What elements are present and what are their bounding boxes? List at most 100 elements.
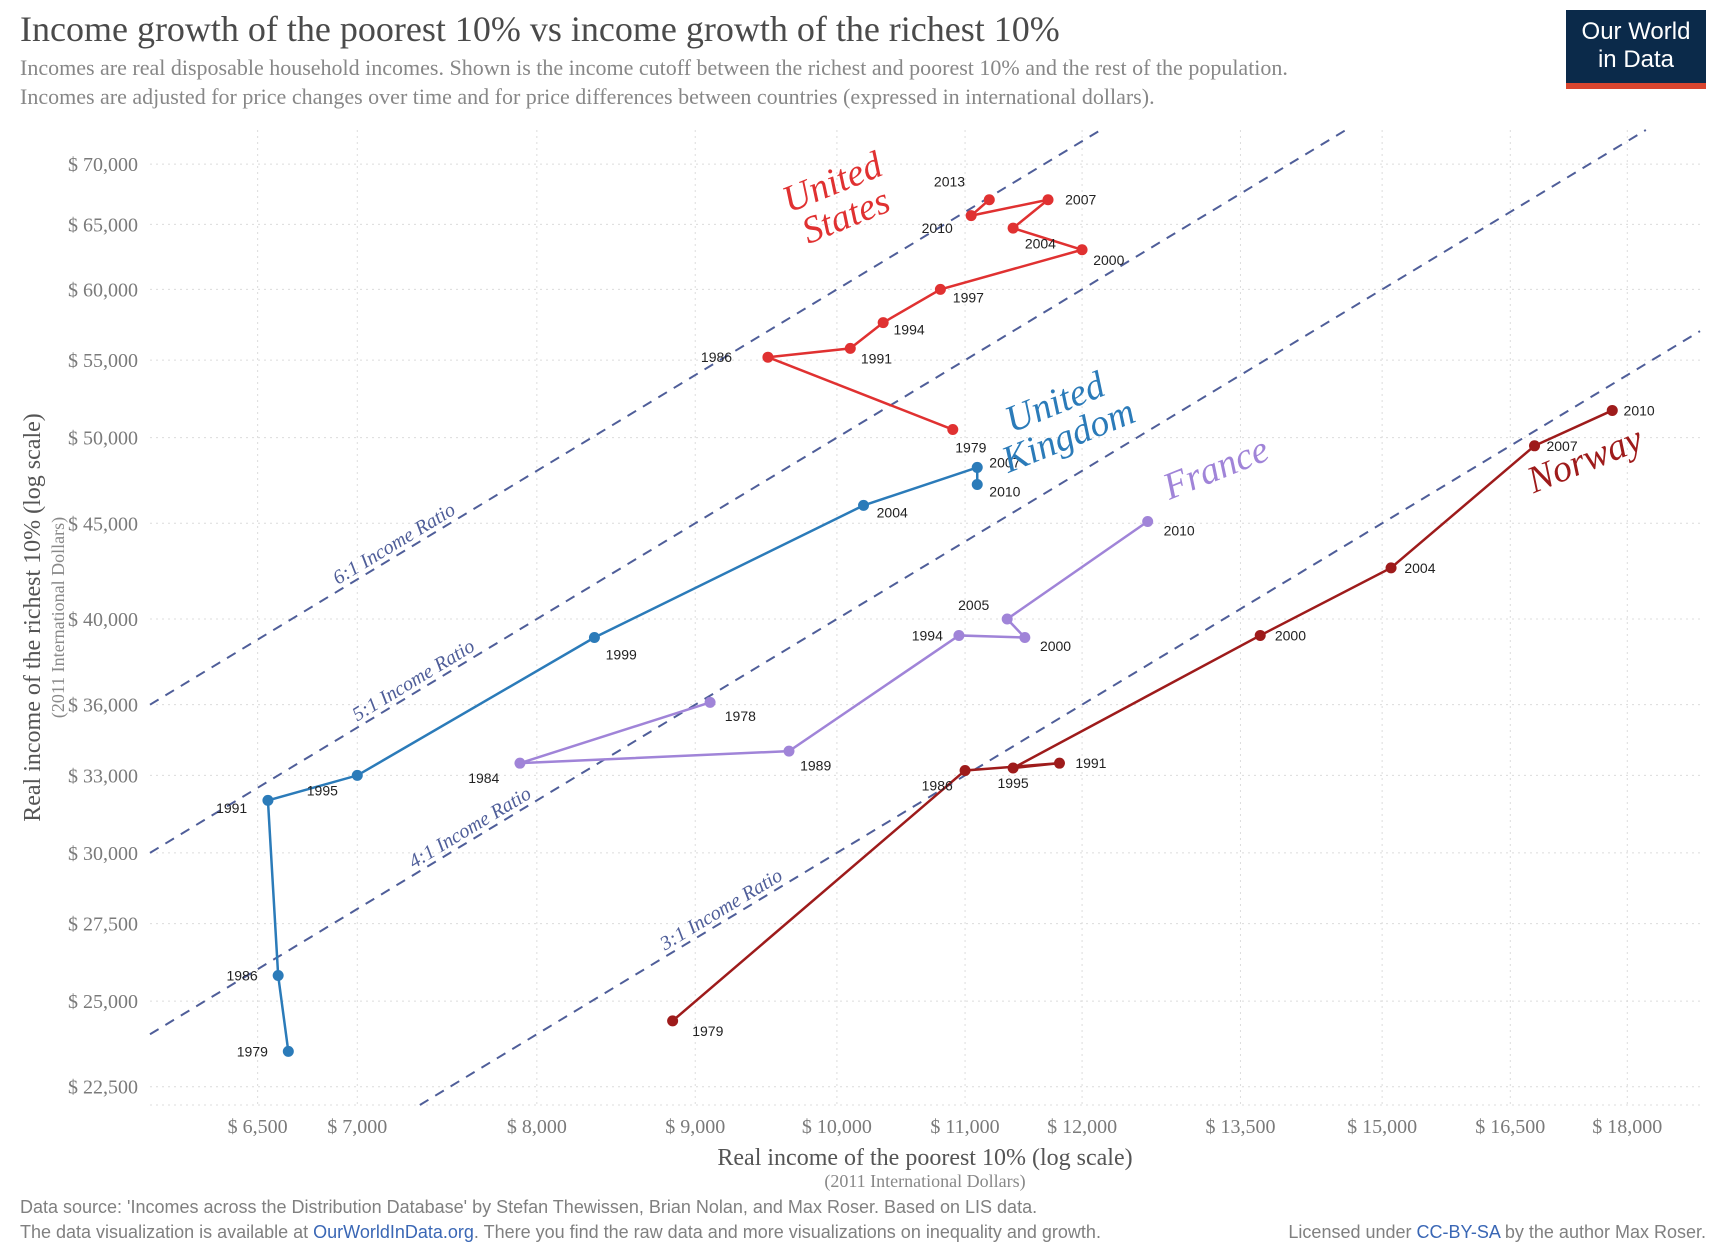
y-tick-label: $ 70,000 — [68, 154, 138, 176]
point-year-label: 2010 — [989, 483, 1020, 499]
data-point — [935, 284, 946, 295]
data-point — [972, 462, 983, 473]
data-point — [352, 770, 363, 781]
data-point — [283, 1046, 294, 1057]
point-year-label: 1986 — [922, 777, 953, 793]
point-year-label: 1991 — [216, 800, 247, 816]
ratio-label-4: 4:1 Income Ratio — [405, 782, 535, 873]
data-point — [947, 424, 958, 435]
point-year-label: 1991 — [861, 351, 892, 367]
y-tick-label: $ 55,000 — [68, 350, 138, 372]
point-year-label: 2010 — [922, 220, 953, 236]
x-tick-label: $ 11,000 — [930, 1116, 999, 1138]
point-year-label: 1986 — [226, 967, 257, 983]
owid-link[interactable]: OurWorldInData.org — [313, 1222, 474, 1242]
data-point — [966, 210, 977, 221]
y-tick-label: $ 33,000 — [68, 765, 138, 787]
point-year-label: 2010 — [1624, 402, 1655, 418]
ratio-label-6: 6:1 Income Ratio — [329, 499, 459, 590]
data-point — [1043, 194, 1054, 205]
point-year-label: 1979 — [692, 1023, 723, 1039]
ratio-label-3: 3:1 Income Ratio — [655, 864, 786, 955]
data-point — [953, 630, 964, 641]
data-point — [514, 758, 525, 769]
ratio-line-4 — [150, 130, 1646, 1034]
data-point — [984, 194, 995, 205]
point-year-label: 1986 — [701, 349, 732, 365]
ratio-line-6 — [150, 130, 1101, 705]
data-point — [1077, 244, 1088, 255]
point-year-label: 2000 — [1093, 252, 1124, 268]
y-tick-label: $ 50,000 — [68, 428, 138, 450]
y-axis-title: Real income of the richest 10% (log scal… — [20, 413, 46, 822]
point-year-label: 1999 — [606, 646, 637, 662]
data-point — [762, 352, 773, 363]
y-tick-label: $ 65,000 — [68, 214, 138, 236]
x-axis-title: Real income of the poorest 10% (log scal… — [717, 1145, 1132, 1171]
data-point — [783, 746, 794, 757]
point-year-label: 2000 — [1275, 627, 1306, 643]
x-tick-label: $ 10,000 — [802, 1116, 872, 1138]
x-tick-label: $ 16,500 — [1475, 1116, 1545, 1138]
point-year-label: 2013 — [934, 174, 965, 190]
series-label: Norway — [1520, 418, 1648, 502]
y-tick-label: $ 40,000 — [68, 609, 138, 631]
data-point — [273, 970, 284, 981]
point-year-label: 2005 — [958, 597, 989, 613]
data-point — [845, 343, 856, 354]
data-point — [1607, 405, 1618, 416]
data-point — [1255, 630, 1266, 641]
y-tick-label: $ 36,000 — [68, 695, 138, 717]
chart-canvas: 3:1 Income Ratio 4:1 Income Ratio 5:1 Inco… — [0, 0, 1720, 1254]
footer-vis: The data visualization is available at O… — [20, 1220, 1101, 1244]
y-tick-label: $ 25,000 — [68, 991, 138, 1013]
x-tick-label: $ 9,000 — [665, 1116, 725, 1138]
x-tick-label: $ 8,000 — [507, 1116, 567, 1138]
series-label: UnitedStates — [777, 143, 903, 255]
ratio-label-5: 5:1 Income Ratio — [348, 635, 478, 726]
gridlines — [150, 130, 1700, 1105]
y-axis-subtitle: (2011 International Dollars) — [48, 517, 69, 718]
x-tick-label: $ 13,500 — [1205, 1116, 1275, 1138]
x-tick-label: $ 18,000 — [1592, 1116, 1662, 1138]
x-tick-label: $ 12,000 — [1047, 1116, 1117, 1138]
license-link[interactable]: CC-BY-SA — [1417, 1222, 1500, 1242]
footer-license: Licensed under CC-BY-SA by the author Ma… — [1288, 1220, 1706, 1244]
series-france: 1978198419891994200020052010France — [468, 428, 1275, 786]
data-point — [1386, 562, 1397, 573]
series-line — [673, 410, 1613, 1020]
data-point — [262, 795, 273, 806]
point-year-label: 1979 — [237, 1043, 268, 1059]
point-year-label: 1995 — [998, 775, 1029, 791]
data-point — [1019, 632, 1030, 643]
data-point — [960, 765, 971, 776]
data-point — [858, 500, 869, 511]
y-tick-label: $ 27,500 — [68, 914, 138, 936]
point-year-label: 1979 — [955, 439, 986, 455]
point-year-label: 1991 — [1075, 755, 1106, 771]
chart-footer: Data source: 'Incomes across the Distrib… — [20, 1195, 1706, 1244]
data-point — [1054, 758, 1065, 769]
x-tick-label: $ 15,000 — [1347, 1116, 1417, 1138]
x-axis-subtitle: (2011 International Dollars) — [824, 1171, 1025, 1192]
footer-source: Data source: 'Incomes across the Distrib… — [20, 1195, 1706, 1219]
point-year-label: 1984 — [468, 770, 499, 786]
data-point — [589, 632, 600, 643]
point-year-label: 1989 — [800, 758, 831, 774]
y-tick-label: $ 30,000 — [68, 843, 138, 865]
y-tick-label: $ 22,500 — [68, 1077, 138, 1099]
data-point — [878, 317, 889, 328]
point-year-label: 1994 — [894, 322, 925, 338]
data-point — [705, 697, 716, 708]
x-tick-label: $ 7,000 — [327, 1116, 387, 1138]
point-year-label: 1995 — [307, 782, 338, 798]
point-year-label: 2004 — [877, 505, 908, 521]
point-year-label: 1994 — [912, 627, 943, 643]
point-year-label: 1978 — [725, 708, 756, 724]
data-point — [1002, 614, 1013, 625]
data-point — [1529, 440, 1540, 451]
data-point — [972, 479, 983, 490]
y-tick-label: $ 45,000 — [68, 513, 138, 535]
data-point — [667, 1015, 678, 1026]
x-tick-label: $ 6,500 — [228, 1116, 288, 1138]
